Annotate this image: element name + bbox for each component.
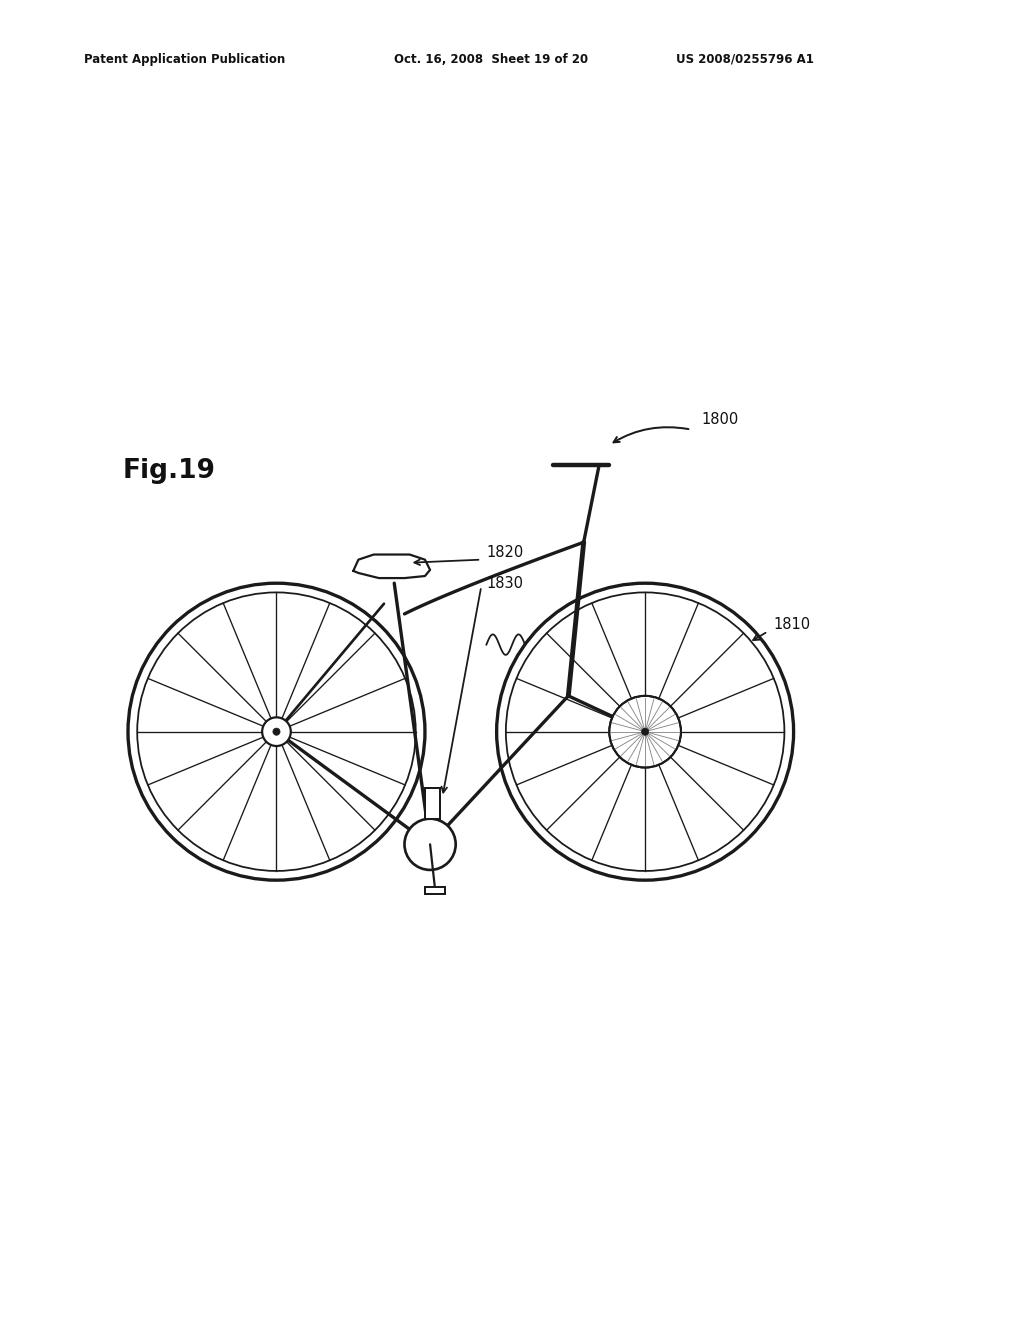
Text: 1800: 1800 (701, 412, 738, 426)
Text: Oct. 16, 2008  Sheet 19 of 20: Oct. 16, 2008 Sheet 19 of 20 (394, 53, 589, 66)
Bar (425, 788, 440, 818)
Circle shape (262, 717, 291, 746)
Text: 1830: 1830 (486, 576, 523, 590)
Circle shape (631, 717, 659, 746)
Circle shape (609, 696, 681, 767)
Text: Patent Application Publication: Patent Application Publication (84, 53, 286, 66)
Polygon shape (353, 554, 430, 578)
Text: US 2008/0255796 A1: US 2008/0255796 A1 (676, 53, 814, 66)
Circle shape (641, 729, 649, 735)
Text: 1820: 1820 (486, 545, 523, 560)
Circle shape (641, 729, 649, 735)
Text: 1810: 1810 (773, 616, 810, 632)
Text: Fig.19: Fig.19 (123, 458, 216, 483)
FancyBboxPatch shape (425, 887, 445, 894)
Circle shape (272, 729, 281, 735)
Circle shape (404, 818, 456, 870)
